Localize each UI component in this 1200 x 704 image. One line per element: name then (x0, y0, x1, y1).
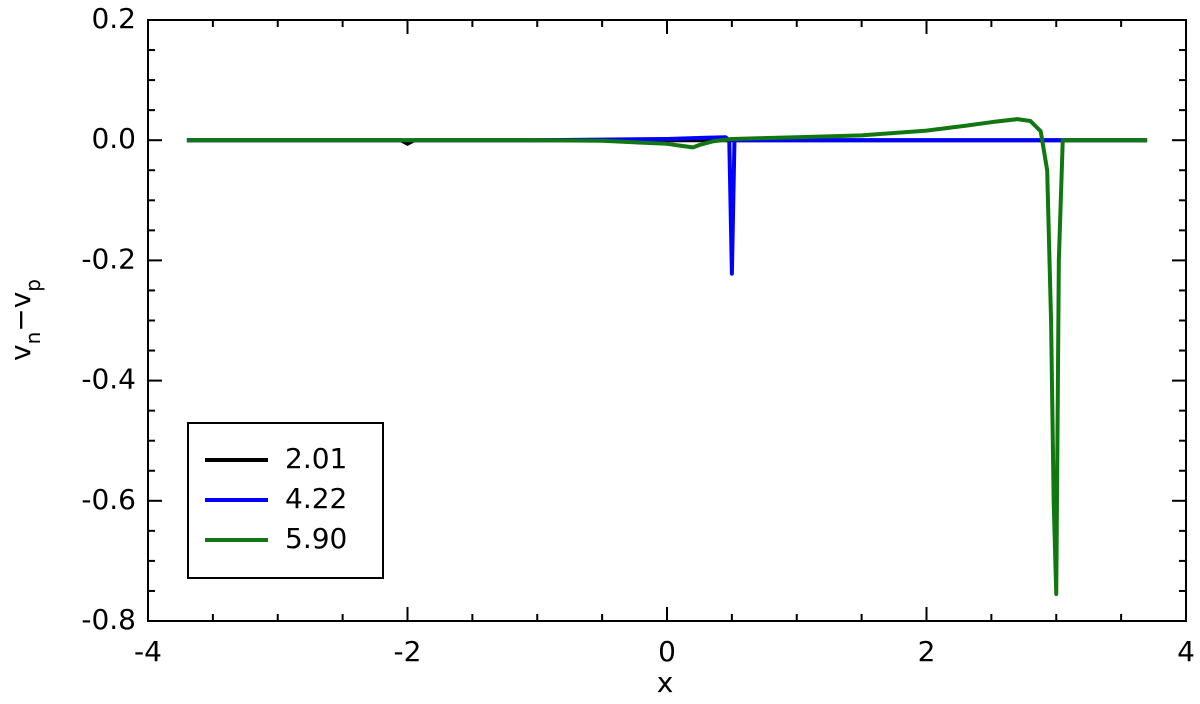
y-axis-label-part: v (4, 344, 37, 361)
x-tick-label: 2 (918, 635, 936, 668)
y-tick-label: -0.6 (81, 483, 136, 516)
legend-label: 4.22 (285, 482, 347, 515)
y-tick-label: 0.2 (91, 2, 136, 35)
y-tick-label: -0.8 (81, 603, 136, 636)
x-tick-label: 0 (658, 635, 676, 668)
y-axis-label-part: p (21, 279, 45, 292)
y-axis-label-part: −v (4, 292, 37, 332)
y-tick-label: 0.0 (91, 122, 136, 155)
series-line (186, 117, 1148, 596)
series-line (186, 135, 1148, 276)
y-tick-label: -0.2 (81, 242, 136, 275)
y-axis-label: vn−vp (4, 279, 45, 361)
y-tick-label: -0.4 (81, 363, 136, 396)
y-axis-label-part: n (21, 332, 45, 345)
x-tick-label: 4 (1177, 635, 1195, 668)
legend-label: 5.90 (285, 522, 347, 555)
legend-label: 2.01 (285, 442, 347, 475)
x-tick-label: -2 (394, 635, 422, 668)
x-axis-label: x (657, 666, 674, 699)
x-tick-label: -4 (134, 635, 162, 668)
